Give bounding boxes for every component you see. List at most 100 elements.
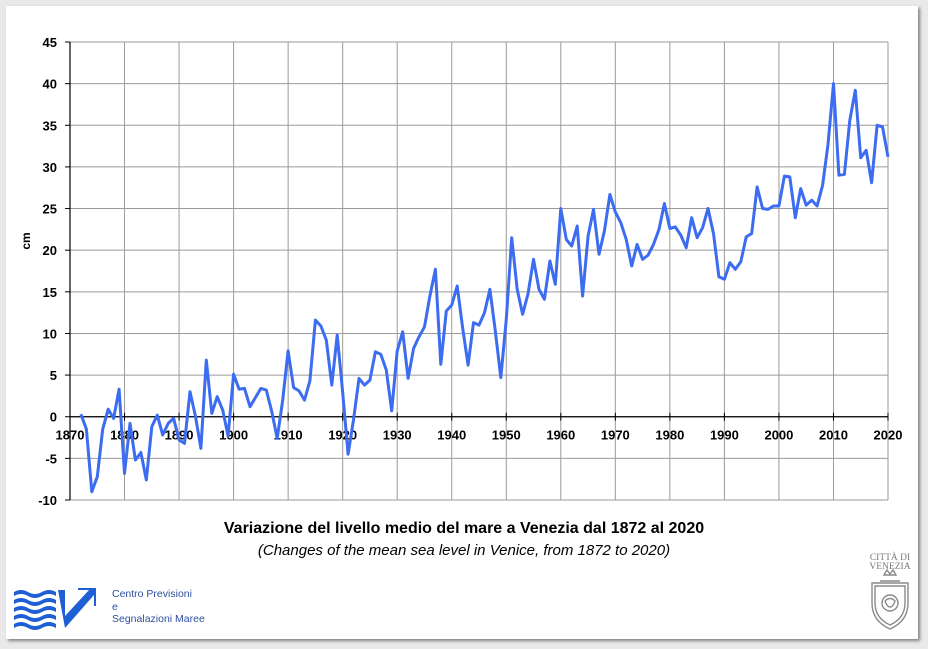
data-point — [887, 156, 890, 159]
data-point — [843, 173, 846, 176]
data-point — [319, 325, 322, 328]
data-point — [592, 208, 595, 211]
x-tick-label: 1880 — [110, 428, 139, 443]
data-point — [221, 409, 224, 412]
data-point — [423, 325, 426, 328]
data-point — [554, 283, 557, 286]
data-point — [614, 210, 617, 213]
data-point — [728, 261, 731, 264]
data-point — [505, 318, 508, 321]
data-point — [619, 221, 622, 224]
data-point — [210, 412, 213, 415]
data-point — [390, 409, 393, 412]
data-point — [456, 285, 459, 288]
data-point — [625, 238, 628, 241]
y-tick-label: 35 — [43, 118, 57, 133]
data-point — [816, 205, 819, 208]
data-point — [167, 422, 170, 425]
data-point — [570, 245, 573, 248]
data-point — [685, 246, 688, 249]
data-point — [881, 126, 884, 129]
data-point — [538, 288, 541, 291]
data-point — [641, 258, 644, 261]
data-point — [358, 377, 361, 380]
data-point — [543, 298, 546, 301]
data-point — [516, 288, 519, 291]
data-point — [652, 243, 655, 246]
data-point — [494, 330, 497, 333]
data-point — [527, 292, 530, 295]
data-point — [761, 207, 764, 210]
city-label-line-2: VENEZIA — [869, 562, 911, 572]
y-tick-label: 10 — [43, 326, 57, 341]
data-point — [303, 399, 306, 402]
data-point — [876, 124, 879, 127]
data-point — [374, 350, 377, 353]
x-tick-label: 2020 — [874, 428, 903, 443]
data-point — [139, 451, 142, 454]
data-point — [472, 321, 475, 324]
data-point — [658, 228, 661, 231]
data-point — [663, 202, 666, 205]
data-point — [385, 369, 388, 372]
data-point — [396, 350, 399, 353]
org-name-line-2: e — [112, 600, 118, 613]
data-point — [783, 175, 786, 178]
data-point — [281, 399, 284, 402]
data-point — [112, 417, 115, 420]
data-point — [292, 386, 295, 389]
data-point — [85, 428, 88, 431]
data-point — [227, 434, 230, 437]
data-point — [369, 379, 372, 382]
x-tick-label: 1990 — [710, 428, 739, 443]
data-point — [636, 243, 639, 246]
data-point — [499, 376, 502, 379]
x-tick-labels: 1870 1880 1890 1900 1910 1920 1930 1940 1950 1960… — [56, 428, 903, 443]
data-point — [90, 490, 93, 493]
chart-subtitle: (Changes of the mean sea level in Venice… — [257, 542, 671, 559]
y-tick-label: -10 — [38, 493, 57, 508]
data-point — [674, 225, 677, 228]
data-point — [123, 472, 126, 475]
data-point — [134, 459, 137, 462]
data-point — [608, 193, 611, 196]
x-tick-label: 1970 — [601, 428, 630, 443]
data-point — [418, 335, 421, 338]
data-point — [145, 479, 148, 482]
data-point — [243, 387, 246, 390]
data-point — [161, 434, 164, 437]
data-point — [679, 234, 682, 237]
data-point — [330, 384, 333, 387]
data-point — [259, 387, 262, 390]
data-point — [309, 380, 312, 383]
data-point — [80, 413, 83, 416]
data-point — [461, 326, 464, 329]
x-tick-label: 1960 — [546, 428, 575, 443]
data-point — [723, 278, 726, 281]
data-point — [865, 149, 868, 152]
x-tick-label: 1940 — [437, 428, 466, 443]
data-point — [838, 174, 841, 177]
data-point — [107, 408, 110, 411]
data-point — [870, 181, 873, 184]
data-point — [848, 119, 851, 122]
data-point — [587, 235, 590, 238]
data-point — [794, 216, 797, 219]
data-point — [707, 207, 710, 210]
data-point — [101, 428, 104, 431]
chart-axes — [65, 41, 889, 501]
data-point — [810, 199, 813, 202]
data-point — [859, 156, 862, 159]
org-name-line-3: Segnalazioni Maree — [112, 613, 205, 625]
data-point — [821, 184, 824, 187]
data-point — [767, 208, 770, 211]
data-point — [827, 143, 830, 146]
data-point — [298, 390, 301, 393]
data-point — [532, 258, 535, 261]
y-tick-label: 30 — [43, 160, 57, 175]
data-point — [483, 311, 486, 314]
data-point — [489, 288, 492, 291]
data-point — [265, 389, 268, 392]
y-tick-label: 40 — [43, 77, 57, 92]
data-point — [434, 268, 437, 271]
